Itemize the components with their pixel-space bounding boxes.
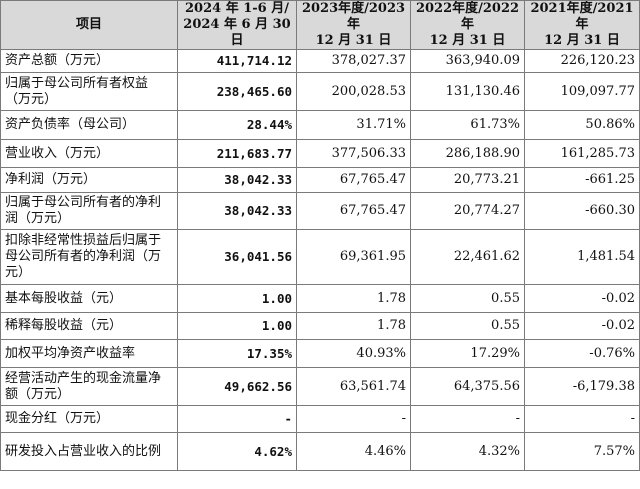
table-row: 营业收入（万元） 211,683.77 377,506.33 286,188.9… bbox=[0, 139, 640, 168]
cell-value: 49,662.56 bbox=[177, 367, 297, 406]
cell-value: -0.02 bbox=[524, 284, 640, 313]
table-row: 加权平均净资产收益率 17.35% 40.93% 17.29% -0.76% bbox=[0, 339, 640, 368]
table-row: 研发投入占营业收入的比例 4.62% 4.46% 4.32% 7.57% bbox=[0, 432, 640, 471]
header-2022: 2022年度/2022年 12 月 31 日 bbox=[410, 0, 525, 50]
cell-value: 1.00 bbox=[177, 312, 297, 340]
table-row: 经营活动产生的现金流量净额（万元） 49,662.56 63,561.74 64… bbox=[0, 367, 640, 406]
header-2023-line2: 12 月 31 日 bbox=[315, 33, 392, 48]
cell-value: 20,774.27 bbox=[410, 192, 525, 230]
header-item-text: 项目 bbox=[75, 17, 102, 32]
header-2022-line1: 2022年度/2022年 bbox=[415, 1, 520, 33]
cell-value: 226,120.23 bbox=[524, 49, 640, 73]
header-2024h1: 2024 年 1-6 月/ 2024 年 6 月 30 日 bbox=[177, 0, 297, 50]
cell-value: 67,765.47 bbox=[296, 192, 411, 230]
cell-value: 69,361.95 bbox=[296, 229, 411, 285]
cell-value: 1.00 bbox=[177, 284, 297, 313]
cell-value: 161,285.73 bbox=[524, 139, 640, 168]
table-row: 基本每股收益（元） 1.00 1.78 0.55 -0.02 bbox=[0, 284, 640, 313]
table-row: 稀释每股收益（元） 1.00 1.78 0.55 -0.02 bbox=[0, 312, 640, 340]
header-2021-line1: 2021年度/2021年 bbox=[530, 1, 634, 33]
cell-value: 363,940.09 bbox=[410, 49, 525, 73]
cell-value: 28.44% bbox=[177, 110, 297, 140]
cell-value: -0.76% bbox=[524, 339, 640, 368]
row-label: 营业收入（万元） bbox=[0, 139, 178, 168]
row-label: 基本每股收益（元） bbox=[0, 284, 178, 313]
table-row: 净利润（万元） 38,042.33 67,765.47 20,773.21 -6… bbox=[0, 167, 640, 193]
row-label: 加权平均净资产收益率 bbox=[0, 339, 178, 368]
cell-value: 1.78 bbox=[296, 284, 411, 313]
header-item: 项目 bbox=[0, 0, 178, 50]
table-row: 资产总额（万元） 411,714.12 378,027.37 363,940.0… bbox=[0, 49, 640, 73]
cell-value: - bbox=[177, 405, 297, 433]
row-label: 归属于母公司所有者的净利润（万元） bbox=[0, 192, 178, 230]
row-label: 净利润（万元） bbox=[0, 167, 178, 193]
cell-value: 38,042.33 bbox=[177, 192, 297, 230]
cell-value: 17.29% bbox=[410, 339, 525, 368]
cell-value: 4.62% bbox=[177, 432, 297, 471]
header-2024h1-line1: 2024 年 1-6 月/ bbox=[185, 1, 289, 17]
table-header-row: 项目 2024 年 1-6 月/ 2024 年 6 月 30 日 2023年度/… bbox=[0, 0, 640, 50]
table-row: 资产负债率（母公司） 28.44% 31.71% 61.73% 50.86% bbox=[0, 110, 640, 140]
cell-value: - bbox=[296, 405, 411, 433]
cell-value: 36,041.56 bbox=[177, 229, 297, 285]
row-label: 扣除非经常性损益后归属于母公司所有者的净利润（万元） bbox=[0, 229, 178, 285]
cell-value: 22,461.62 bbox=[410, 229, 525, 285]
cell-value: 1,481.54 bbox=[524, 229, 640, 285]
table-row: 归属于母公司所有者权益（万元） 238,465.60 200,028.53 13… bbox=[0, 72, 640, 111]
cell-value: 17.35% bbox=[177, 339, 297, 368]
cell-value: 40.93% bbox=[296, 339, 411, 368]
row-label: 经营活动产生的现金流量净额（万元） bbox=[0, 367, 178, 406]
financial-summary-table: 项目 2024 年 1-6 月/ 2024 年 6 月 30 日 2023年度/… bbox=[0, 0, 640, 471]
cell-value: 286,188.90 bbox=[410, 139, 525, 168]
cell-value: -660.30 bbox=[524, 192, 640, 230]
cell-value: 63,561.74 bbox=[296, 367, 411, 406]
header-2022-line2: 12 月 31 日 bbox=[429, 33, 506, 48]
header-2024h1-line2: 2024 年 6 月 30 日 bbox=[183, 17, 291, 48]
cell-value: 31.71% bbox=[296, 110, 411, 140]
row-label: 现金分红（万元） bbox=[0, 405, 178, 433]
row-label: 稀释每股收益（元） bbox=[0, 312, 178, 340]
cell-value: 4.32% bbox=[410, 432, 525, 471]
cell-value: 378,027.37 bbox=[296, 49, 411, 73]
cell-value: - bbox=[410, 405, 525, 433]
header-2023-line1: 2023年度/2023年 bbox=[301, 1, 406, 33]
row-label: 归属于母公司所有者权益（万元） bbox=[0, 72, 178, 111]
table-row: 扣除非经常性损益后归属于母公司所有者的净利润（万元） 36,041.56 69,… bbox=[0, 229, 640, 285]
cell-value: 38,042.33 bbox=[177, 167, 297, 193]
cell-value: 64,375.56 bbox=[410, 367, 525, 406]
cell-value: 67,765.47 bbox=[296, 167, 411, 193]
cell-value: 211,683.77 bbox=[177, 139, 297, 168]
cell-value: 411,714.12 bbox=[177, 49, 297, 73]
cell-value: 1.78 bbox=[296, 312, 411, 340]
cell-value: -661.25 bbox=[524, 167, 640, 193]
cell-value: 7.57% bbox=[524, 432, 640, 471]
cell-value: 200,028.53 bbox=[296, 72, 411, 111]
cell-value: 109,097.77 bbox=[524, 72, 640, 111]
cell-value: 377,506.33 bbox=[296, 139, 411, 168]
header-2023: 2023年度/2023年 12 月 31 日 bbox=[296, 0, 411, 50]
cell-value: 238,465.60 bbox=[177, 72, 297, 111]
cell-value: 20,773.21 bbox=[410, 167, 525, 193]
header-2021-line2: 12 月 31 日 bbox=[544, 33, 620, 48]
cell-value: -0.02 bbox=[524, 312, 640, 340]
header-2021: 2021年度/2021年 12 月 31 日 bbox=[524, 0, 640, 50]
cell-value: 4.46% bbox=[296, 432, 411, 471]
cell-value: 0.55 bbox=[410, 284, 525, 313]
table-row: 现金分红（万元） - - - - bbox=[0, 405, 640, 433]
row-label: 研发投入占营业收入的比例 bbox=[0, 432, 178, 471]
cell-value: 131,130.46 bbox=[410, 72, 525, 111]
cell-value: 61.73% bbox=[410, 110, 525, 140]
row-label: 资产总额（万元） bbox=[0, 49, 178, 73]
table-row: 归属于母公司所有者的净利润（万元） 38,042.33 67,765.47 20… bbox=[0, 192, 640, 230]
cell-value: - bbox=[524, 405, 640, 433]
cell-value: -6,179.38 bbox=[524, 367, 640, 406]
row-label: 资产负债率（母公司） bbox=[0, 110, 178, 140]
cell-value: 50.86% bbox=[524, 110, 640, 140]
cell-value: 0.55 bbox=[410, 312, 525, 340]
